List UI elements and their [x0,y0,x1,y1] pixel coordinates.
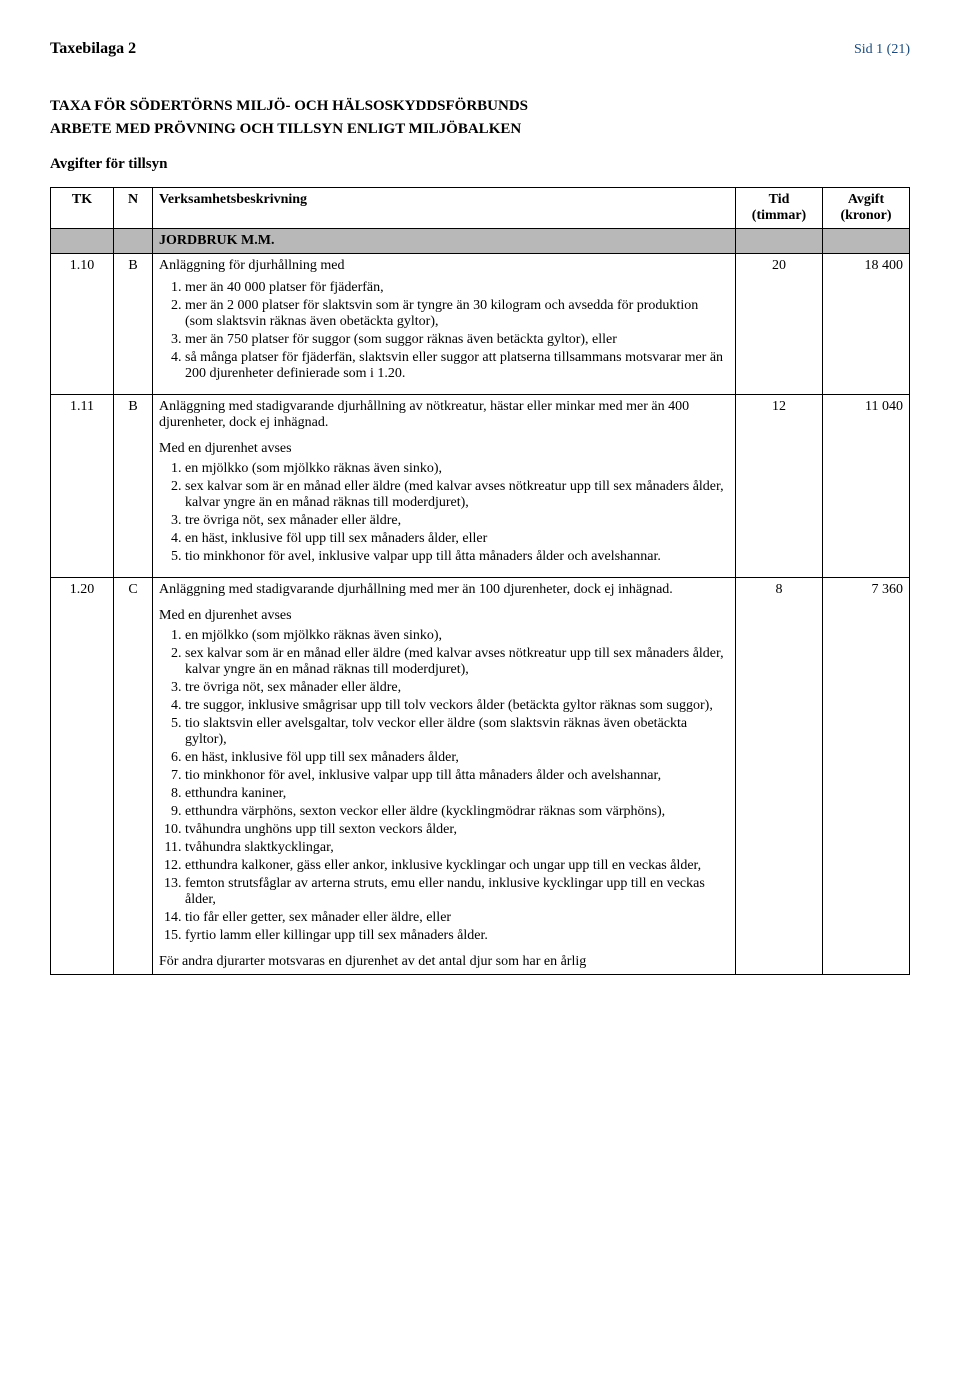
list-item: tvåhundra unghöns upp till sexton veckor… [185,822,729,838]
page-header: Taxebilaga 2 Sid 1 (21) [50,40,910,58]
row120-desc: Anläggning med stadigvarande djurhållnin… [153,578,736,975]
table-row-120: 1.20 C Anläggning med stadigvarande djur… [51,578,910,975]
list-item: femton strutsfåglar av arterna struts, e… [185,876,729,908]
row120-avg: 7 360 [823,578,910,975]
list-item: tio får eller getter, sex månader eller … [185,910,729,926]
main-title-line1: TAXA FÖR SÖDERTÖRNS MILJÖ- OCH HÄLSOSKYD… [50,98,910,115]
list-item: etthundra kalkoner, gäss eller ankor, in… [185,858,729,874]
list-item: en häst, inklusive föl upp till sex måna… [185,531,729,547]
row111-n: B [114,395,153,578]
row110-n: B [114,254,153,395]
section-row-jordbruk: JORDBRUK M.M. [51,229,910,254]
row111-avg: 11 040 [823,395,910,578]
list-item: etthundra kaniner, [185,786,729,802]
row110-tid: 20 [736,254,823,395]
row111-med-label: Med en djurenhet avses [159,441,729,457]
list-item: en häst, inklusive föl upp till sex måna… [185,750,729,766]
list-item: tio minkhonor för avel, inklusive valpar… [185,549,729,565]
row120-tk: 1.20 [51,578,114,975]
list-item: tvåhundra slaktkycklingar, [185,840,729,856]
list-item: tio minkhonor för avel, inklusive valpar… [185,768,729,784]
section-n [114,229,153,254]
col-desc: Verksamhetsbeskrivning [153,188,736,229]
tariff-table: TK N Verksamhetsbeskrivning Tid (timmar)… [50,187,910,975]
list-item: en mjölkko (som mjölkko räknas även sink… [185,461,729,477]
table-header-row: TK N Verksamhetsbeskrivning Tid (timmar)… [51,188,910,229]
list-item: mer än 750 platser för suggor (som suggo… [185,332,729,348]
list-item: mer än 2 000 platser för slaktsvin som ä… [185,298,729,330]
list-item: en mjölkko (som mjölkko räknas även sink… [185,628,729,644]
row111-intro: Anläggning med stadigvarande djurhållnin… [159,399,729,431]
section-avg [823,229,910,254]
list-item: tre övriga nöt, sex månader eller äldre, [185,513,729,529]
list-item: tre suggor, inklusive smågrisar upp till… [185,698,729,714]
list-item: tre övriga nöt, sex månader eller äldre, [185,680,729,696]
row111-tid: 12 [736,395,823,578]
col-tid: Tid (timmar) [736,188,823,229]
table-row-111: 1.11 B Anläggning med stadigvarande djur… [51,395,910,578]
list-item: etthundra värphöns, sexton veckor eller … [185,804,729,820]
list-item: sex kalvar som är en månad eller äldre (… [185,479,729,511]
row111-tk: 1.11 [51,395,114,578]
row120-list: en mjölkko (som mjölkko räknas även sink… [159,628,729,944]
col-avg: Avgift (kronor) [823,188,910,229]
row120-tid: 8 [736,578,823,975]
page-number: Sid 1 (21) [854,42,910,58]
row110-desc: Anläggning för djurhållning med mer än 4… [153,254,736,395]
section-tid [736,229,823,254]
subtitle: Avgifter för tillsyn [50,156,910,173]
list-item: så många platser för fjäderfän, slaktsvi… [185,350,729,382]
row110-tk: 1.10 [51,254,114,395]
list-item: tio slaktsvin eller avelsgaltar, tolv ve… [185,716,729,748]
col-n: N [114,188,153,229]
list-item: mer än 40 000 platser för fjäderfän, [185,280,729,296]
row111-list: en mjölkko (som mjölkko räknas även sink… [159,461,729,565]
section-tk [51,229,114,254]
row120-med-label: Med en djurenhet avses [159,608,729,624]
table-row-110: 1.10 B Anläggning för djurhållning med m… [51,254,910,395]
row120-n: C [114,578,153,975]
list-item: fyrtio lamm eller killingar upp till sex… [185,928,729,944]
row110-avg: 18 400 [823,254,910,395]
row120-intro: Anläggning med stadigvarande djurhållnin… [159,582,729,598]
main-title-line2: ARBETE MED PRÖVNING OCH TILLSYN ENLIGT M… [50,121,910,138]
row110-intro: Anläggning för djurhållning med [159,258,729,274]
list-item: sex kalvar som är en månad eller äldre (… [185,646,729,678]
row120-footer: För andra djurarter motsvaras en djurenh… [159,954,729,970]
row111-desc: Anläggning med stadigvarande djurhållnin… [153,395,736,578]
row110-list: mer än 40 000 platser för fjäderfän, mer… [159,280,729,382]
col-tk: TK [51,188,114,229]
section-label: JORDBRUK M.M. [153,229,736,254]
doc-title: Taxebilaga 2 [50,40,136,58]
